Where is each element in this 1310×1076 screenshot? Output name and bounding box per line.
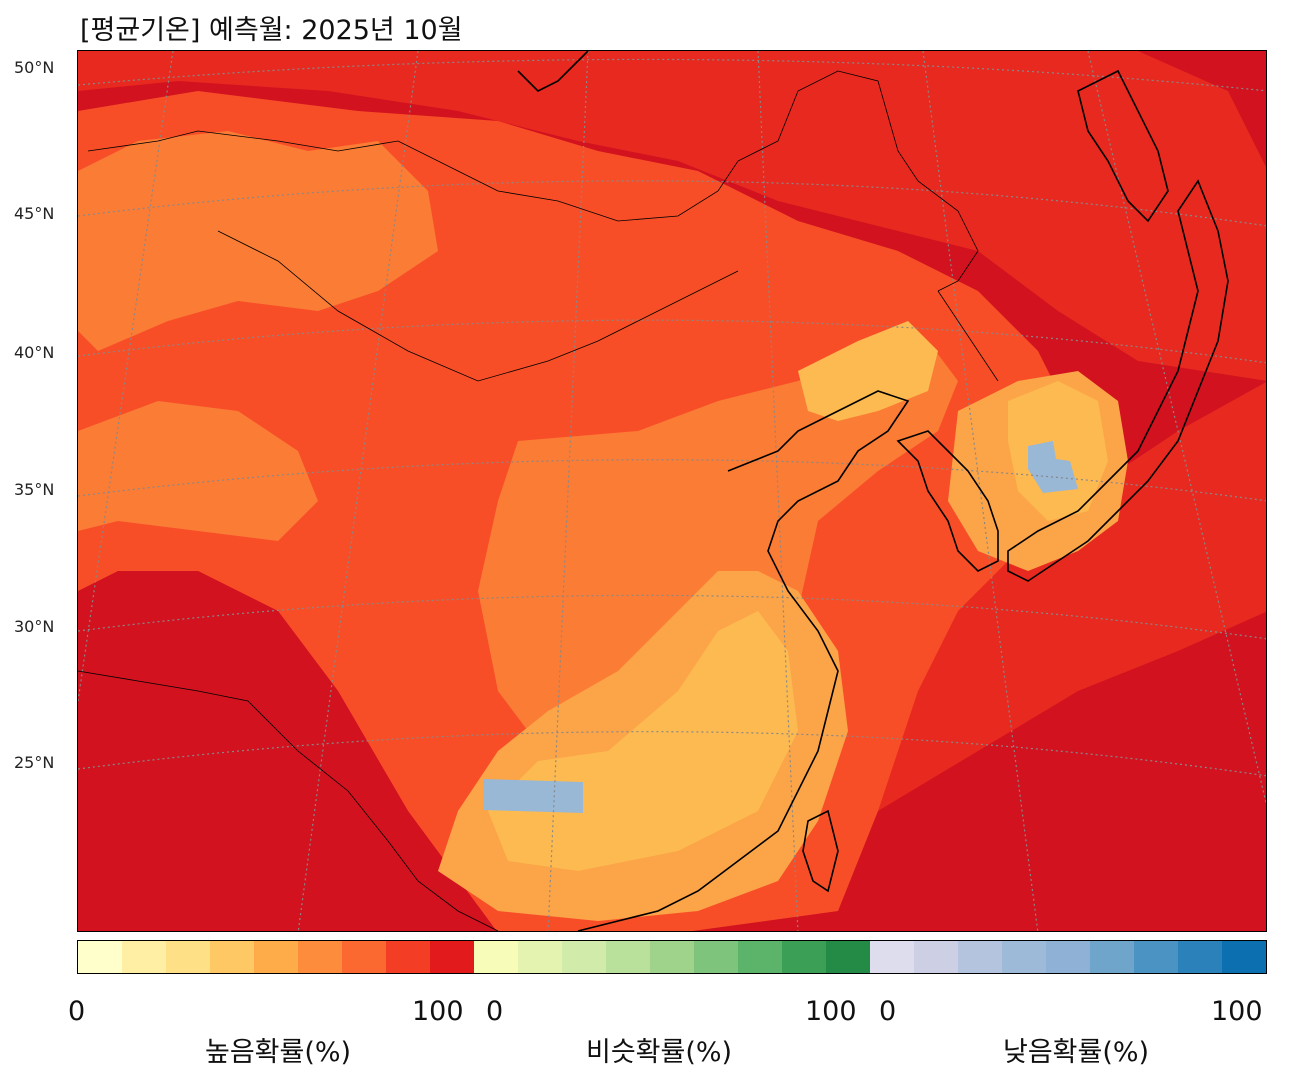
colorbar-cell [1090, 941, 1134, 973]
region-deep-red-southwest [78, 571, 497, 931]
lat-label-30: 30°N [14, 617, 55, 636]
coastline-china [577, 390, 910, 931]
meridian-line [922, 51, 1039, 931]
region-orange-tibet [78, 401, 318, 541]
coastline-baikal [517, 51, 589, 92]
colorbar-cell [386, 941, 430, 973]
border-line [217, 230, 739, 382]
colorbar-tick-high-max: 100 [412, 996, 464, 1027]
colorbar-cell [694, 941, 738, 973]
region-low-blue-south-china [483, 779, 583, 813]
colorbar-label-similar: 비슷확률(%) [586, 1037, 733, 1068]
colorbar-tick-high-min: 0 [68, 996, 86, 1027]
meridian-line [547, 51, 589, 931]
colorbar-cell [474, 941, 518, 973]
lat-label-35: 35°N [14, 480, 55, 499]
region-low-blue-japan [1028, 441, 1078, 493]
colorbar-cell [518, 941, 562, 973]
region-red-north [78, 51, 1266, 381]
colorbar-label-high: 높음확률(%) [205, 1037, 352, 1068]
colorbar-cell [1178, 941, 1222, 973]
lat-label-45: 45°N [14, 204, 55, 223]
colorbar-cell [562, 941, 606, 973]
region-red-east [838, 382, 1266, 811]
colorbar-cell [650, 941, 694, 973]
border-line [78, 670, 499, 931]
probability-map [77, 50, 1267, 932]
meridian-line [1087, 51, 1266, 806]
colorbar-cell [738, 941, 782, 973]
colorbar-cell [958, 941, 1002, 973]
region-yellow-japan [1008, 381, 1108, 521]
map-svg [78, 51, 1266, 931]
colorbar-cell [430, 941, 474, 973]
colorbar-cell [1222, 941, 1266, 973]
coastlines [517, 51, 1229, 931]
colorbar-cell [1134, 941, 1178, 973]
border-line [937, 290, 999, 382]
colorbar-cell [870, 941, 914, 973]
graticule [78, 51, 1266, 931]
colorbar-cell [166, 941, 210, 973]
country-borders [78, 70, 999, 931]
border-line [87, 70, 979, 292]
region-orange-west [78, 131, 438, 351]
lat-label-25: 25°N [14, 753, 55, 772]
colorbar-cell [298, 941, 342, 973]
lat-label-50: 50°N [14, 58, 55, 77]
colorbar-tick-low-min: 0 [879, 996, 897, 1027]
colorbar-cell [826, 941, 870, 973]
colorbar-cell [1002, 941, 1046, 973]
map-title: [평균기온] 예측월: 2025년 10월 [80, 15, 463, 46]
colorbar-cell [342, 941, 386, 973]
coastline-japan [1007, 179, 1229, 582]
colorbar-cell [210, 941, 254, 973]
colorbar-cell [254, 941, 298, 973]
region-orange-central [478, 341, 958, 771]
colorbar-cell [914, 941, 958, 973]
colorbar [77, 940, 1267, 974]
colorbar-cell [78, 941, 122, 973]
coastline-korea [896, 430, 999, 572]
colorbar-cell [1046, 941, 1090, 973]
meridian-line [757, 51, 799, 931]
meridian-line [297, 51, 419, 931]
coastline-sakhalin [1077, 69, 1169, 223]
colorbar-label-low: 낮음확률(%) [1003, 1037, 1150, 1068]
colorbar-cell [122, 941, 166, 973]
colorbar-cell [606, 941, 650, 973]
colorbar-tick-similar-min: 0 [486, 996, 504, 1027]
colorbar-cell [782, 941, 826, 973]
colorbar-tick-similar-max: 100 [805, 996, 857, 1027]
coastline-taiwan [802, 809, 839, 893]
colorbar-tick-low-max: 100 [1211, 996, 1263, 1027]
region-yellow-orange-north [798, 321, 938, 421]
lat-label-40: 40°N [14, 343, 55, 362]
